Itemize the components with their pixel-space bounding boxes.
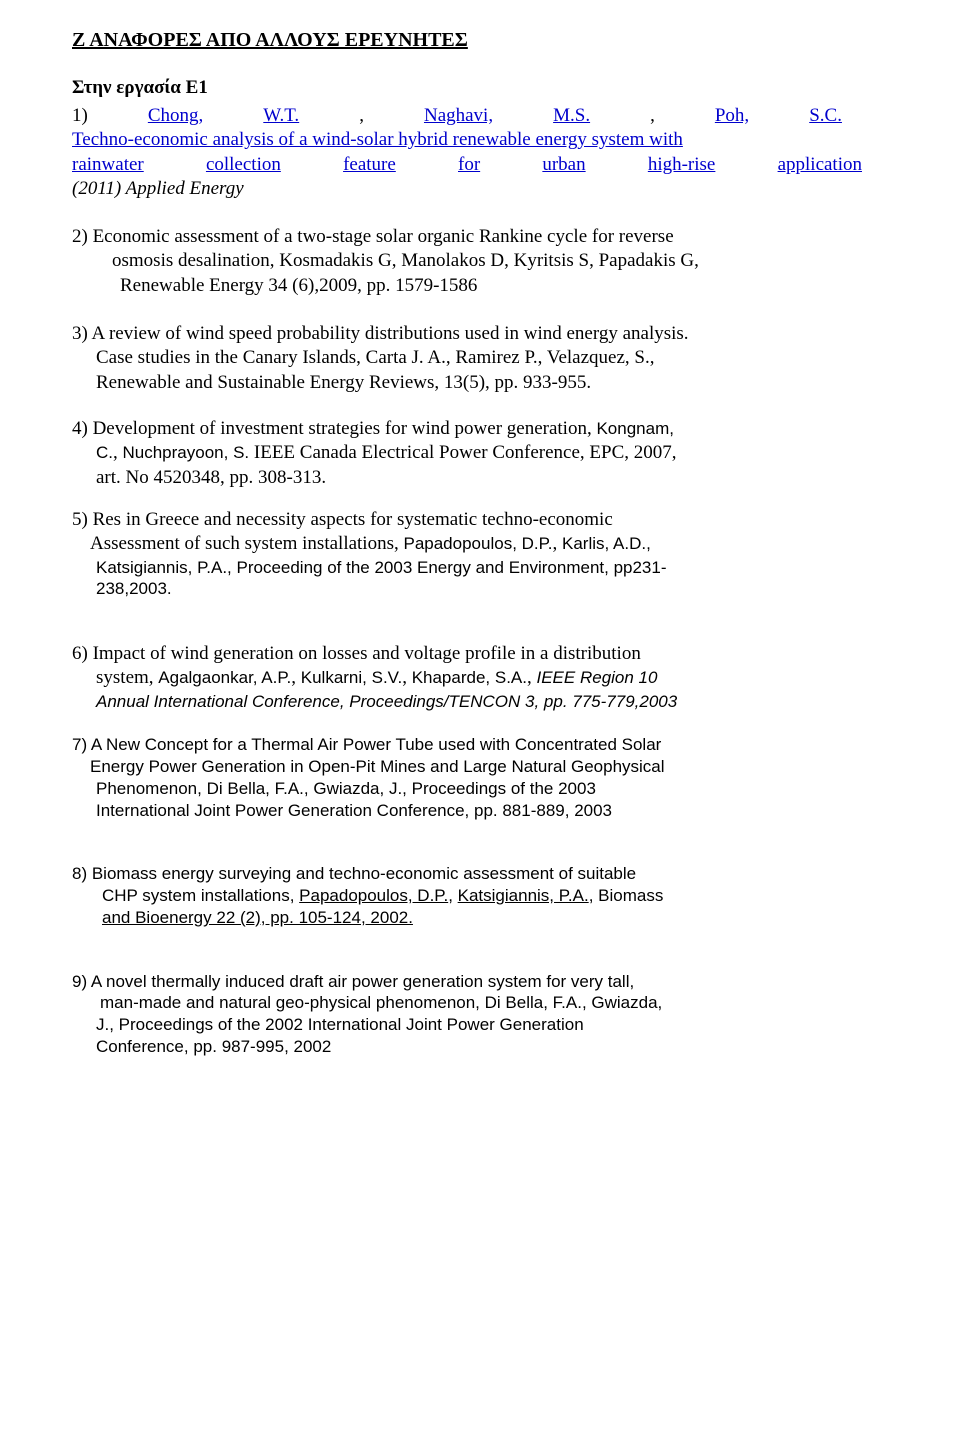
ref3-line2: Case studies in the Canary Islands, Cart… [72,346,888,370]
w[interactable]: application [778,153,862,177]
ref9-line1: 9) A novel thermally induced draft air p… [72,971,888,993]
reference-3: 3) A review of wind speed probability di… [72,322,888,395]
ref1-title-line2: rainwater collection feature for urban h… [72,153,862,177]
ref9-line3: J., Proceedings of the 2002 Internationa… [72,1014,888,1036]
ref1-title-line1: Techno-economic analysis of a wind-solar… [72,128,888,152]
author-link-wt[interactable]: W.T. [263,104,299,128]
ref7-line3: Phenomenon, Di Bella, F.A., Gwiazda, J.,… [72,778,888,800]
ref1-title-link[interactable]: Techno-economic analysis of a wind-solar… [72,129,683,150]
subsection-heading: Στην εργασία Ε1 [72,76,888,100]
ref5-line4: 238,2003. [72,578,888,600]
ref4-line2: C., Nuchprayoon, S. IEEE Canada Electric… [72,441,888,465]
reference-9: 9) A novel thermally induced draft air p… [72,971,888,1058]
ref3-line1: 3) A review of wind speed probability di… [72,322,888,346]
author-link-chong[interactable]: Chong, [148,104,203,128]
ref4-line3: art. No 4520348, pp. 308-313. [72,466,888,490]
author-link-sc[interactable]: S.C. [809,104,842,128]
ref8-line3: and Bioenergy 22 (2), pp. 105-124, 2002. [72,907,888,929]
reference-2: 2) Economic assessment of a two-stage so… [72,225,888,298]
ref8-line1: 8) Biomass energy surveying and techno-e… [72,863,888,885]
ref9-line2: man-made and natural geo-physical phenom… [72,992,888,1014]
gap [72,498,888,508]
reference-5: 5) Res in Greece and necessity aspects f… [72,508,888,600]
author-link-naghavi[interactable]: Naghavi, [424,104,493,128]
ref2-line2: osmosis desalination, Kosmadakis G, Mano… [72,249,888,273]
ref5-line1: 5) Res in Greece and necessity aspects f… [72,508,888,532]
comma: , [650,104,655,128]
author-link-ms[interactable]: M.S. [553,104,590,128]
w[interactable]: high-rise [648,153,716,177]
section-heading: Ζ ΑΝΑΦΟΡΕΣ ΑΠΟ ΑΛΛΟΥΣ ΕΡΕΥΝΗΤΕΣ [72,28,888,54]
ref7-line2: Energy Power Generation in Open-Pit Mine… [72,756,888,778]
author-link-poh[interactable]: Poh, [715,104,749,128]
ref6-line2: system, Agalgaonkar, A.P., Kulkarni, S.V… [72,666,888,690]
ref3-line3: Renewable and Sustainable Energy Reviews… [72,371,888,395]
reference-1: 1) Chong, W.T. , Naghavi, M.S. , Poh, S.… [72,104,888,201]
ref1-number: 1) [72,104,88,128]
gap [72,407,888,417]
ref1-line1: 1) Chong, W.T. , Naghavi, M.S. , Poh, S.… [72,104,842,128]
ref8-line2: CHP system installations, Papadopoulos, … [72,885,888,907]
ref2-line3: Renewable Energy 34 (6),2009, pp. 1579-1… [72,274,888,298]
reference-4: 4) Development of investment strategies … [72,417,888,490]
w[interactable]: feature [343,153,396,177]
ref5-line3: Katsigiannis, P.A., Proceeding of the 20… [72,557,888,579]
ref9-line4: Conference, pp. 987-995, 2002 [72,1036,888,1058]
ref4-line1: 4) Development of investment strategies … [72,417,888,441]
w[interactable]: rainwater [72,153,144,177]
ref6-line3: Annual International Conference, Proceed… [72,691,888,713]
ref5-line2: Assessment of such system installations,… [72,532,888,556]
reference-6: 6) Impact of wind generation on losses a… [72,642,888,712]
w[interactable]: for [458,153,480,177]
ref7-line4: International Joint Power Generation Con… [72,800,888,822]
w[interactable]: urban [542,153,585,177]
ref1-source: (2011) Applied Energy [72,177,888,201]
reference-8: 8) Biomass energy surveying and techno-e… [72,863,888,928]
ref6-line1: 6) Impact of wind generation on losses a… [72,642,888,666]
reference-7: 7) A New Concept for a Thermal Air Power… [72,734,888,821]
ref7-line1: 7) A New Concept for a Thermal Air Power… [72,734,888,756]
gap [72,724,888,734]
w[interactable]: collection [206,153,281,177]
comma: , [359,104,364,128]
ref2-line1: 2) Economic assessment of a two-stage so… [72,225,888,249]
